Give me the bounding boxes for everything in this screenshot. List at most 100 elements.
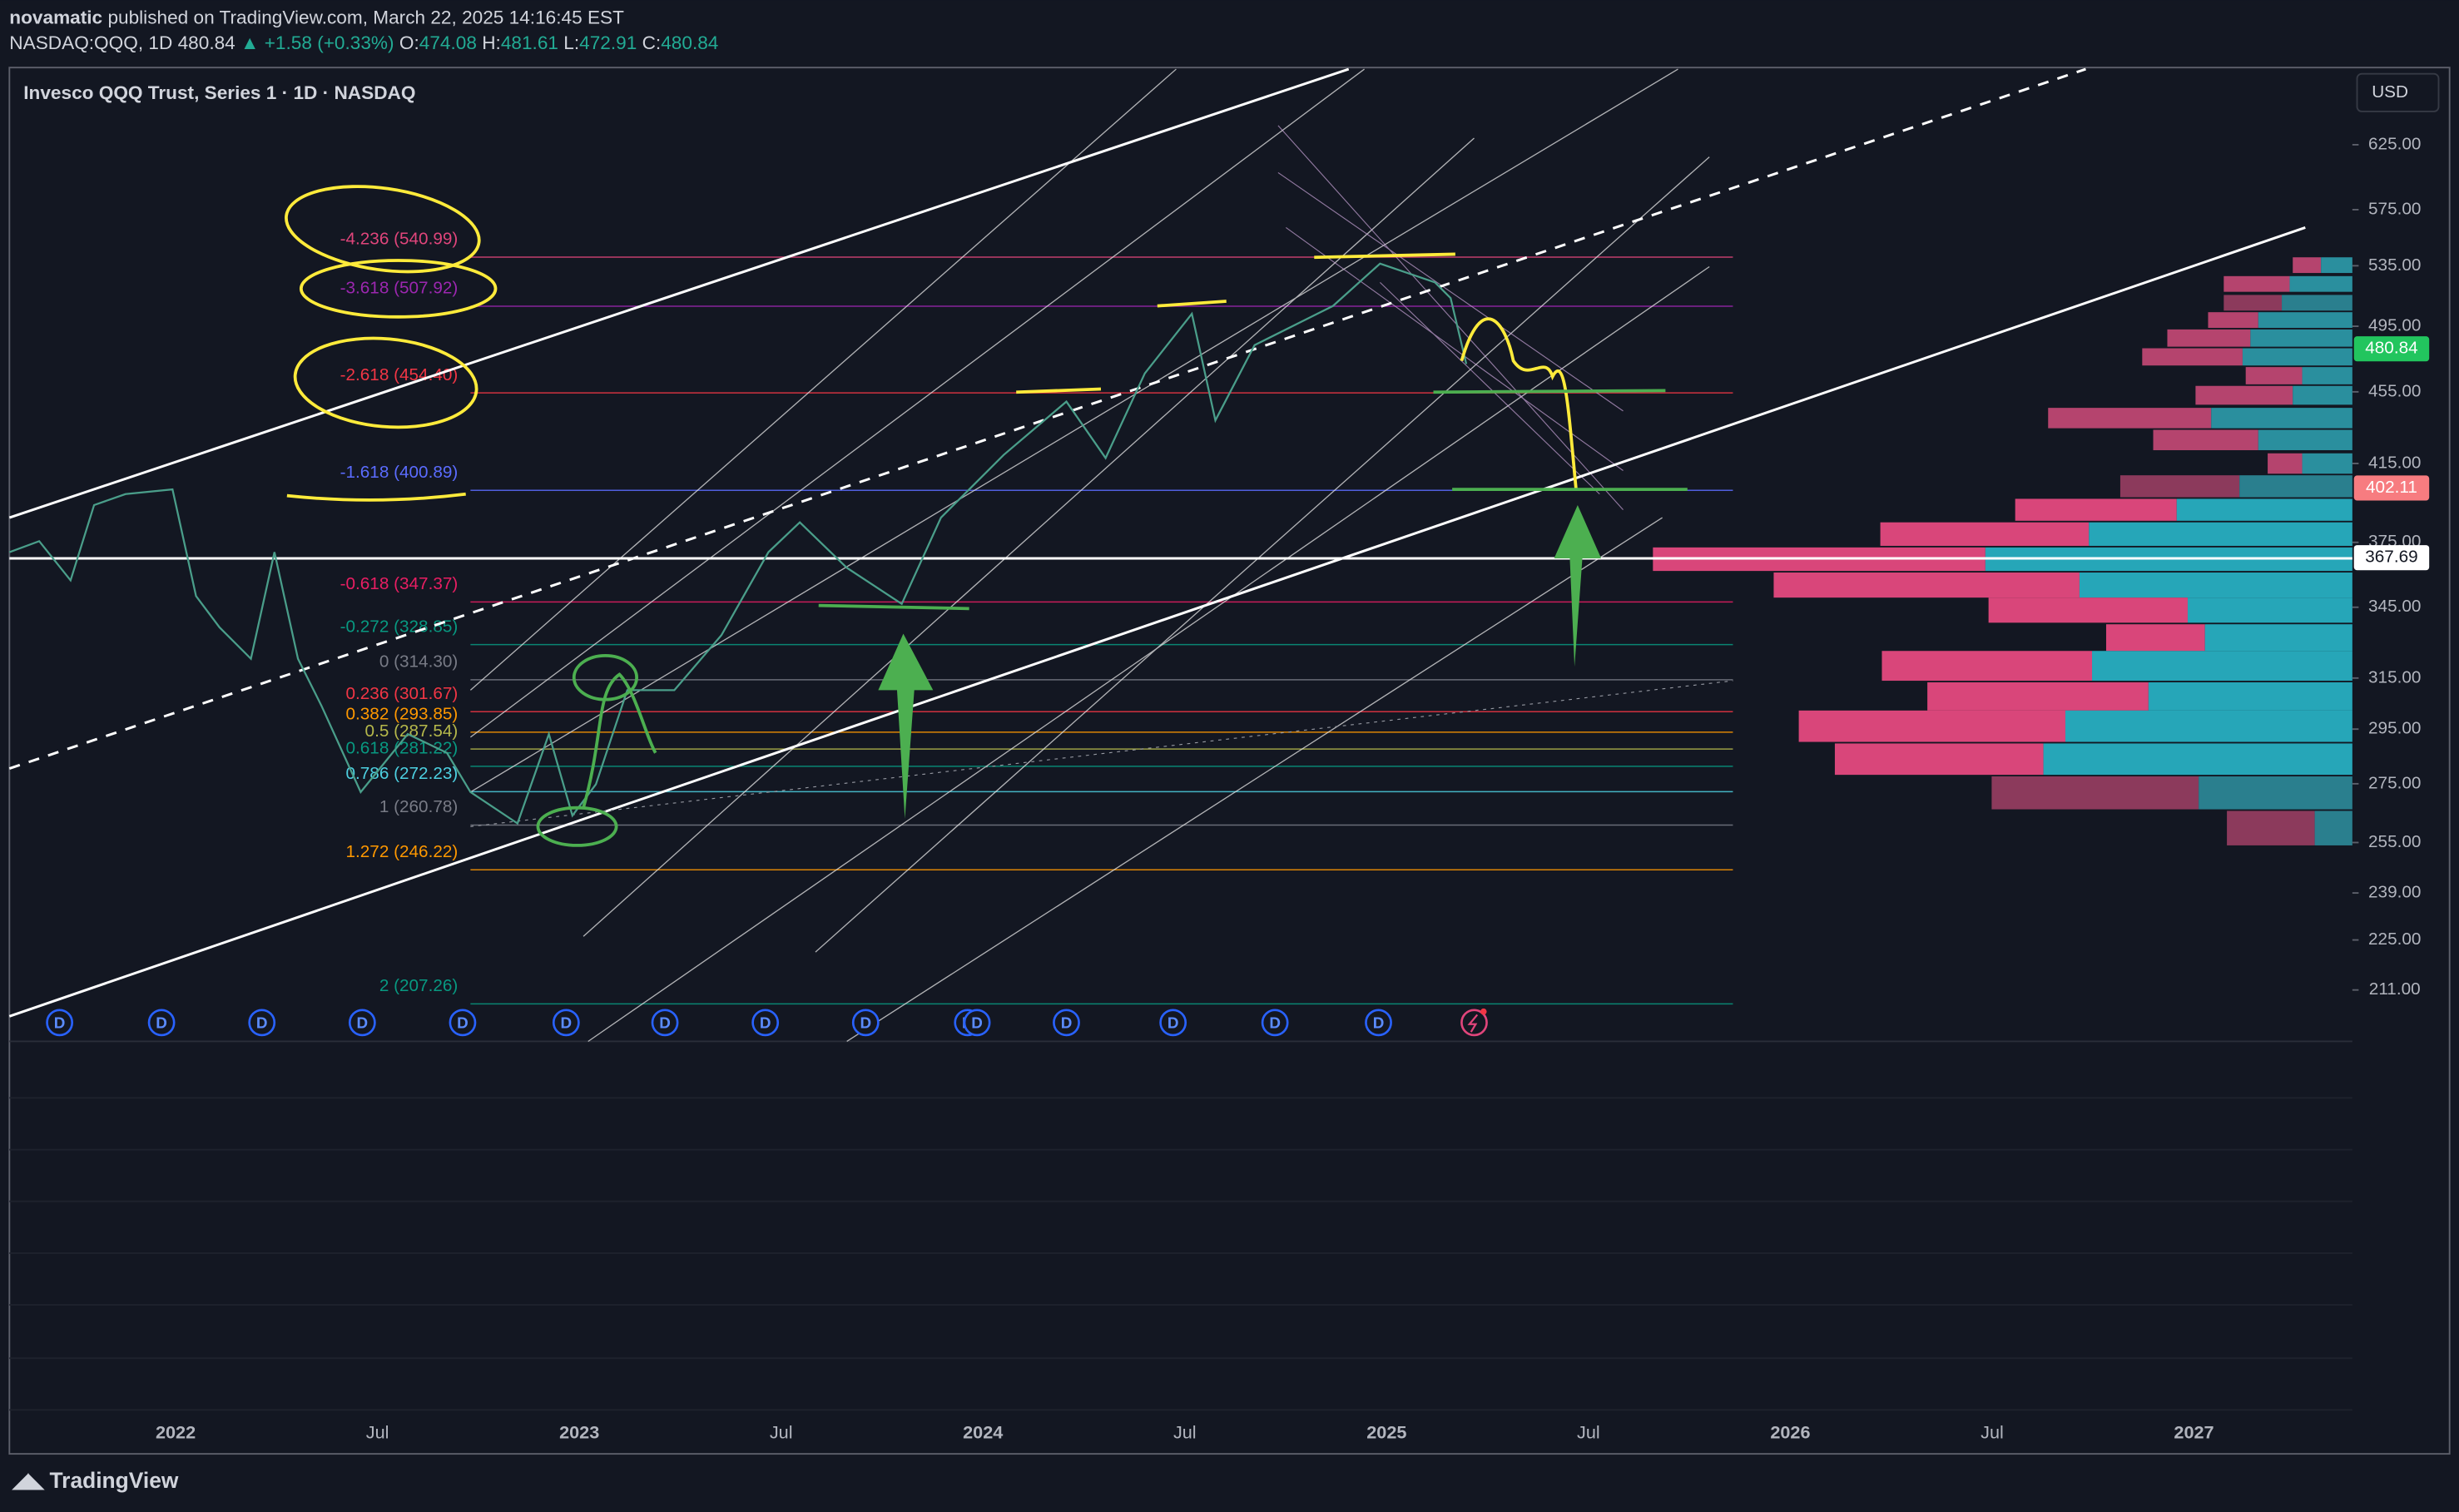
group	[285, 185, 1578, 502]
dividend-marker[interactable]	[1365, 1009, 1392, 1037]
drawing-rect	[2199, 776, 2352, 810]
drawing-rect	[2224, 275, 2290, 292]
published: published on TradingView.com, March 22, …	[107, 7, 624, 28]
drawing-path	[1157, 300, 1227, 308]
drawing-path	[1554, 504, 1602, 667]
dividend-marker[interactable]	[248, 1009, 276, 1037]
fib-label: -0.618 (347.37)	[340, 574, 459, 593]
group: 625.00575.00535.00495.00455.00415.00375.…	[2352, 134, 2430, 999]
drawing-ellipse	[536, 806, 618, 847]
drawing-circle	[1480, 1008, 1487, 1015]
dividend-label: D	[1061, 1014, 1073, 1032]
symbol: NASDAQ:QQQ, 1D	[9, 32, 172, 53]
dividend-label: D	[156, 1014, 167, 1032]
drawing-path	[878, 633, 934, 819]
drawing-rect	[2227, 811, 2315, 845]
time-label: Jul	[770, 1421, 793, 1442]
drawing-rect	[2208, 312, 2258, 329]
dividend-label: D	[860, 1014, 871, 1032]
price-tick-label: 255.00	[2368, 832, 2421, 851]
dividend-marker[interactable]	[1053, 1009, 1080, 1037]
drawing-rect	[1927, 682, 2149, 711]
price-tick-label: 295.00	[2368, 719, 2421, 738]
currency-button[interactable]: USD	[2372, 82, 2408, 102]
drawing-rect	[1834, 743, 2044, 776]
dividend-marker[interactable]	[651, 1009, 679, 1037]
price-tick-label: 315.00	[2368, 667, 2421, 687]
drawing-line	[815, 156, 1710, 953]
fib-label: 0 (314.30)	[379, 652, 458, 672]
group	[878, 504, 1602, 819]
dividend-label: D	[54, 1014, 66, 1032]
time-label: Jul	[1577, 1421, 1600, 1442]
dividend-label: D	[357, 1014, 369, 1032]
drawing-rect	[2176, 498, 2352, 521]
group	[9, 1097, 2352, 1411]
drawing-rect	[1991, 776, 2199, 810]
dividend-marker[interactable]	[46, 1009, 74, 1037]
drawing-circle	[1460, 1009, 1488, 1037]
price-tick-label: 625.00	[2368, 134, 2421, 153]
fib-label: -3.618 (507.92)	[340, 279, 459, 298]
drawing-path	[1016, 387, 1102, 394]
drawing-rect	[1881, 651, 2093, 682]
drawing-line	[1277, 171, 1624, 412]
dividend-marker[interactable]	[348, 1009, 376, 1037]
legend: Invesco QQQ Trust, Series 1 · 1D · NASDA…	[23, 82, 415, 103]
dividend-marker[interactable]	[963, 1009, 991, 1037]
drawing-rect	[2250, 329, 2352, 347]
drawing-rect	[2314, 811, 2352, 845]
drawing-line	[8, 226, 2306, 1018]
dividend-label: D	[561, 1014, 573, 1032]
fib-label: 1.272 (246.22)	[346, 842, 459, 861]
group	[8, 67, 2352, 1018]
author[interactable]: novamatic	[9, 7, 102, 28]
drawing-rect	[1988, 597, 2188, 623]
fib-label: 0.618 (281.22)	[346, 739, 459, 758]
drawing-rect	[2302, 453, 2352, 474]
drawing-rect	[2293, 257, 2322, 274]
drawing-rect	[2089, 522, 2352, 546]
time-label: 2024	[963, 1421, 1003, 1442]
dividend-marker[interactable]	[147, 1009, 176, 1037]
dividend-marker[interactable]	[851, 1009, 880, 1037]
dividend-marker[interactable]	[751, 1009, 780, 1037]
dividend-marker[interactable]	[552, 1009, 580, 1037]
dividend-label: D	[659, 1014, 671, 1032]
dividend-marker[interactable]	[1261, 1009, 1289, 1037]
price-label: 402.11	[2366, 478, 2417, 497]
drawing-rect	[1773, 573, 2080, 598]
drawing-rect	[2092, 651, 2352, 682]
drawing-rect	[2258, 312, 2352, 329]
drawing-rect	[2224, 295, 2283, 311]
dividend-marker[interactable]	[449, 1009, 477, 1037]
drawing-rect	[2065, 710, 2352, 742]
ohlc-key: O:	[399, 32, 419, 53]
drawing-rect	[2239, 475, 2352, 498]
drawing-line	[846, 517, 1663, 1043]
price-tick-label: 455.00	[2368, 381, 2421, 400]
last-price: 480.84	[178, 32, 235, 53]
drawing-line	[470, 68, 1678, 793]
drawing-rect	[2105, 624, 2205, 652]
dividend-label: D	[457, 1014, 468, 1032]
dividend-label: D	[256, 1014, 268, 1032]
change: ▲ +1.58 (+0.33%)	[240, 32, 394, 53]
drawing-text: NASDAQ:QQQ, 1D 480.84 ▲ +1.58 (+0.33%) O…	[9, 32, 718, 53]
drawing-line	[1380, 281, 1600, 495]
ohlc-value: 481.61	[501, 32, 558, 53]
group: DDDDDDDDDDDDDDD	[46, 1009, 1392, 1037]
time-label: 2027	[2174, 1421, 2214, 1442]
fib-label: 1 (260.78)	[379, 797, 458, 816]
time-label: 2022	[156, 1421, 196, 1442]
drawing-line	[1277, 125, 1624, 511]
ohlc-value: 474.08	[419, 32, 477, 53]
dividend-marker[interactable]	[1159, 1009, 1187, 1037]
time-label: Jul	[1173, 1421, 1197, 1442]
brand[interactable]: TradingView	[50, 1468, 179, 1493]
dividend-label: D	[760, 1014, 771, 1032]
drawing-text: novamatic published on TradingView.com, …	[9, 7, 624, 28]
